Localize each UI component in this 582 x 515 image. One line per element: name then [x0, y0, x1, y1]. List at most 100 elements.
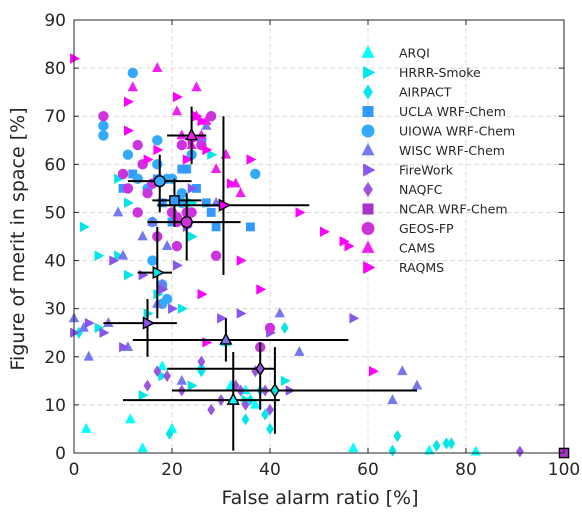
arqi-point [81, 422, 92, 433]
hrrr-smoke-point [138, 390, 149, 401]
raqms-point [197, 115, 208, 127]
y-tick-label: 40 [44, 252, 66, 272]
ucla-wrf-chem-point [177, 164, 187, 174]
naqfc-point [516, 445, 524, 458]
hrrr-smoke-mean-marker [152, 266, 166, 280]
airpact-point [388, 444, 397, 457]
firework-point [217, 313, 227, 324]
x-tick-label: 100 [548, 460, 580, 480]
raqms-point [173, 91, 183, 103]
raqms-point [182, 154, 193, 165]
geos-fp-point [98, 111, 109, 122]
cams-point [152, 62, 163, 73]
wisc-wrf-chem-mean-marker [219, 332, 233, 345]
geos-fp-point [176, 139, 187, 151]
raqms-point [202, 144, 213, 156]
raqms-point [295, 207, 306, 218]
hrrr-smoke-point [114, 173, 125, 184]
x-tick-label: 80 [455, 460, 477, 480]
y-tick-label: 50 [44, 203, 66, 223]
uiowa-wrf-chem-point [250, 168, 261, 180]
naqfc-point [163, 370, 171, 383]
legend-marker-geos-fp [361, 222, 375, 235]
wisc-wrf-chem-point [117, 249, 129, 260]
wisc-wrf-chem-point [112, 206, 124, 217]
naqfc-point [153, 365, 162, 378]
y-tick-label: 0 [55, 444, 66, 464]
hrrr-smoke-point [94, 250, 105, 261]
airpact-point [241, 413, 250, 426]
uiowa-wrf-chem-point [98, 130, 109, 141]
y-tick-label: 90 [44, 11, 66, 31]
airpact-point [447, 437, 456, 450]
airpact-point [442, 437, 451, 450]
ucla-wrf-chem-point [245, 222, 255, 232]
geos-fp-point [117, 168, 129, 180]
geos-fp-point [186, 207, 197, 218]
geos-fp-point [132, 207, 143, 218]
arqi-point [125, 413, 136, 424]
uiowa-wrf-chem-mean-marker [153, 175, 166, 188]
hrrr-smoke-point [79, 221, 90, 233]
error-bars [103, 106, 570, 459]
uiowa-wrf-chem-point [166, 173, 178, 184]
hrrr-smoke-point [187, 231, 198, 242]
legend-marker-ncar-wrf-chem [362, 203, 374, 215]
naqfc-point [241, 398, 250, 411]
cams-point [196, 129, 207, 140]
raqms-point [256, 284, 267, 295]
ucla-wrf-chem-mean-marker [169, 195, 180, 206]
hrrr-smoke-point [114, 250, 125, 261]
firework-point [236, 308, 247, 319]
firework-mean-marker [142, 316, 156, 330]
legend-marker-arqi [361, 45, 375, 58]
x-tick-label: 20 [161, 460, 183, 480]
ucla-wrf-chem-point [157, 198, 167, 208]
naqfc-point [143, 379, 152, 392]
raqms-point [202, 337, 213, 348]
naqfc-mean-marker [255, 361, 266, 377]
wisc-wrf-chem-point [387, 394, 398, 404]
ucla-wrf-chem-point [201, 198, 211, 208]
geos-fp-point [171, 240, 183, 252]
legend-label-wisc-wrf-chem: WISC WRF-Chem [399, 143, 505, 158]
uiowa-wrf-chem-point [98, 120, 109, 132]
firework-point [187, 183, 198, 194]
x-tick-label: 40 [259, 460, 281, 480]
legend-label-raqms: RAQMS [399, 260, 444, 275]
raqms-point [369, 366, 379, 377]
legend-marker-airpact [363, 84, 373, 100]
wisc-wrf-chem-point [78, 321, 89, 332]
y-tick-label: 60 [44, 155, 66, 175]
legend-label-naqfc: NAQFC [399, 182, 443, 197]
legend-label-ncar-wrf-chem: NCAR WRF-Chem [399, 202, 508, 217]
wisc-wrf-chem-point [176, 374, 187, 385]
wisc-wrf-chem-point [294, 345, 305, 356]
airpact-point [393, 430, 402, 443]
legend-marker-naqfc [363, 182, 373, 197]
arqi-mean-marker [226, 392, 240, 405]
cams-point [127, 81, 138, 92]
y-tick-label: 10 [44, 396, 66, 416]
naqfc-point [251, 365, 260, 378]
legend-label-cams: CAMS [399, 241, 435, 256]
uiowa-wrf-chem-point [152, 135, 163, 146]
x-axis-label: False alarm ratio [%] [221, 487, 418, 509]
y-tick-label: 20 [44, 348, 66, 368]
legend-marker-uiowa-wrf-chem [361, 124, 375, 138]
wisc-wrf-chem-point [274, 307, 285, 318]
firework-point [349, 313, 360, 324]
hrrr-smoke-point [124, 269, 134, 281]
airpact-point [280, 321, 289, 334]
wisc-wrf-chem-point [397, 365, 408, 376]
cams-point [220, 148, 232, 159]
raqms-point [70, 53, 80, 64]
uiowa-wrf-chem-point [127, 67, 138, 79]
raqms-point [153, 144, 164, 156]
legend-marker-firework [363, 163, 376, 177]
legend-label-arqi: ARQI [399, 46, 430, 61]
naqfc-point [207, 403, 216, 416]
legend-label-airpact: AIRPACT [399, 85, 452, 100]
airpact-point [266, 422, 274, 435]
